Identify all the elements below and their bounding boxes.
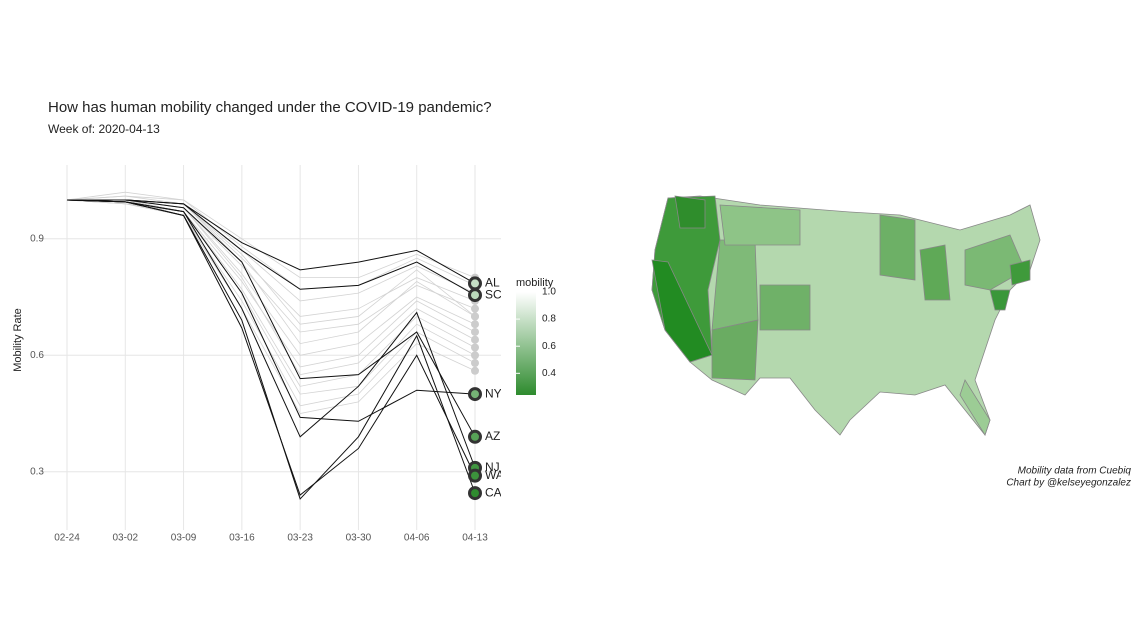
highlight-line: [66, 199, 476, 422]
end-point: [471, 304, 479, 313]
line: [67, 199, 476, 325]
end-point: [468, 387, 482, 402]
end-label: CA: [485, 485, 502, 499]
line: [67, 199, 476, 333]
highlight-line: [66, 199, 476, 500]
line: [66, 199, 476, 414]
annotation: Mobility data from Cuebiq: [1018, 466, 1132, 477]
x-tick-label: 03-09: [171, 533, 197, 544]
end-label: WA: [485, 468, 504, 482]
annotation: Chart by @kelseyegonzalez: [1006, 478, 1131, 489]
end-point: [468, 276, 482, 291]
x-tick-label: 02-24: [54, 533, 80, 544]
y-tick-label: 0.3: [30, 466, 44, 477]
chart-subtitle: Week of: 2020-04-13: [48, 122, 160, 136]
end-point: [468, 429, 482, 444]
highlight-line: [66, 199, 476, 469]
end-point: [471, 312, 479, 321]
x-tick-label: 03-30: [346, 533, 372, 544]
y-tick-label: 0.9: [30, 233, 44, 244]
line: [66, 195, 476, 279]
colorbar-tick-label: 0.8: [542, 314, 556, 325]
legend-title: mobility: [516, 277, 554, 289]
x-tick-label: 04-06: [404, 533, 430, 544]
highlight-line: [67, 199, 476, 284]
us-map: [651, 195, 1041, 436]
end-point: [468, 468, 482, 483]
highlight-line: [67, 199, 476, 438]
chart-title: How has human mobility changed under the…: [48, 99, 492, 116]
x-tick-label: 03-02: [112, 533, 138, 544]
highlight-line: [67, 199, 476, 296]
end-point: [471, 320, 479, 329]
end-label: AL: [485, 276, 500, 290]
y-axis-title: Mobility Rate: [12, 308, 24, 372]
colorbar-tick-label: 0.4: [542, 368, 556, 379]
x-tick-label: 03-16: [229, 533, 255, 544]
x-tick-label: 04-13: [462, 533, 488, 544]
line: [67, 199, 476, 302]
end-point: [471, 366, 479, 375]
line: [66, 191, 476, 290]
line: [66, 195, 476, 345]
x-tick-label: 03-23: [287, 533, 313, 544]
line: [67, 199, 476, 407]
end-point: [471, 351, 479, 360]
colorbar-tick-label: 1.0: [542, 287, 556, 298]
end-point: [471, 327, 479, 336]
line: [66, 199, 476, 395]
colorbar: [516, 292, 536, 395]
line: [67, 199, 476, 356]
end-point: [471, 335, 479, 344]
y-tick-label: 0.6: [30, 350, 44, 361]
line: [67, 199, 476, 387]
end-label: AZ: [485, 429, 500, 443]
end-point: [471, 359, 479, 368]
end-label: NY: [485, 386, 502, 400]
colorbar-tick-label: 0.6: [542, 341, 556, 352]
end-point: [468, 288, 482, 303]
end-label: NJ: [485, 460, 500, 474]
highlight-line: [66, 199, 476, 496]
end-point: [468, 486, 482, 501]
end-point: [471, 343, 479, 352]
end-label: SC: [485, 287, 502, 301]
